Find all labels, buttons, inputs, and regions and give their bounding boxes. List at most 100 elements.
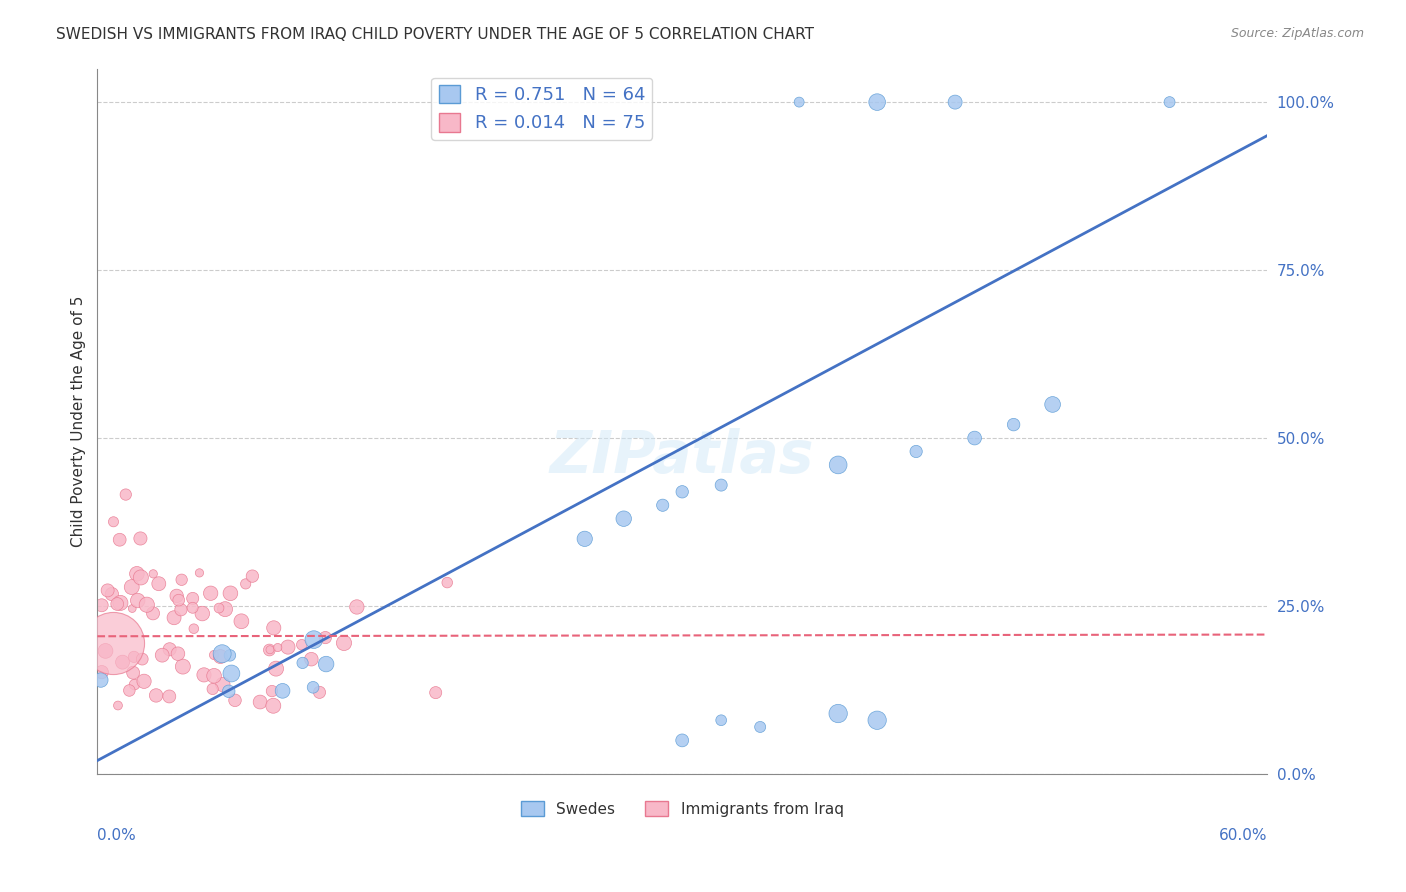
Point xyxy=(267,640,290,655)
Point xyxy=(163,611,186,625)
Text: Source: ZipAtlas.com: Source: ZipAtlas.com xyxy=(1230,27,1364,40)
Point xyxy=(90,665,112,680)
Point xyxy=(291,656,314,670)
Point xyxy=(129,570,152,584)
Point xyxy=(122,665,145,680)
Point xyxy=(122,649,145,664)
Point xyxy=(121,601,143,615)
Point xyxy=(259,642,281,657)
Point xyxy=(219,586,242,600)
Point xyxy=(142,607,165,621)
Point xyxy=(132,674,155,689)
Point xyxy=(114,487,136,501)
Point xyxy=(314,631,336,645)
Point xyxy=(299,652,322,666)
Text: ZIPatlas: ZIPatlas xyxy=(550,428,814,485)
Point xyxy=(242,569,264,583)
Point xyxy=(107,698,129,713)
Point xyxy=(827,458,849,472)
Point xyxy=(211,647,233,661)
Point xyxy=(264,662,287,676)
Point xyxy=(346,599,368,614)
Point xyxy=(651,498,673,512)
Point xyxy=(302,681,325,695)
Point xyxy=(224,693,246,707)
Point xyxy=(172,659,194,673)
Point xyxy=(425,685,447,699)
Point xyxy=(231,614,253,628)
Point xyxy=(315,657,337,671)
Point xyxy=(271,683,294,698)
Point xyxy=(101,636,124,650)
Point xyxy=(157,690,180,704)
Point xyxy=(302,632,325,647)
Point xyxy=(127,593,149,607)
Point xyxy=(333,636,356,650)
Point xyxy=(103,515,125,529)
Point xyxy=(214,602,236,616)
Text: SWEDISH VS IMMIGRANTS FROM IRAQ CHILD POVERTY UNDER THE AGE OF 5 CORRELATION CHA: SWEDISH VS IMMIGRANTS FROM IRAQ CHILD PO… xyxy=(56,27,814,42)
Point xyxy=(90,673,112,687)
Point xyxy=(131,652,153,666)
Point xyxy=(142,566,165,581)
Point xyxy=(218,684,240,698)
Point xyxy=(105,597,128,611)
Point xyxy=(1159,95,1181,109)
Point xyxy=(191,607,214,621)
Point xyxy=(170,573,193,587)
Point xyxy=(827,706,849,721)
Point xyxy=(277,640,299,654)
Point xyxy=(202,669,225,683)
Point xyxy=(150,648,173,662)
Point xyxy=(90,599,112,613)
Legend: Swedes, Immigrants from Iraq: Swedes, Immigrants from Iraq xyxy=(515,795,849,822)
Point xyxy=(183,622,205,636)
Point xyxy=(145,689,167,703)
Text: 0.0%: 0.0% xyxy=(97,828,136,843)
Point xyxy=(1002,417,1025,432)
Point xyxy=(671,733,693,747)
Point xyxy=(201,681,224,696)
Point xyxy=(97,583,120,598)
Point xyxy=(124,677,146,691)
Point xyxy=(905,444,928,458)
Point xyxy=(193,668,215,682)
Point xyxy=(188,566,211,580)
Point xyxy=(943,95,966,109)
Point xyxy=(148,576,170,591)
Point xyxy=(263,621,285,635)
Point xyxy=(118,683,141,698)
Point xyxy=(101,587,124,601)
Point xyxy=(671,484,693,499)
Point xyxy=(574,532,596,546)
Point xyxy=(94,644,117,658)
Point xyxy=(167,647,190,661)
Point xyxy=(308,685,330,699)
Point xyxy=(181,591,204,606)
Point xyxy=(129,532,152,546)
Point xyxy=(710,713,733,727)
Point xyxy=(181,600,204,615)
Point xyxy=(202,648,225,662)
Point xyxy=(710,478,733,492)
Point xyxy=(110,596,132,610)
Point xyxy=(211,677,233,691)
Point xyxy=(111,655,134,669)
Point xyxy=(159,642,181,657)
Point xyxy=(749,720,772,734)
Point xyxy=(291,638,314,652)
Point xyxy=(209,649,232,664)
Point xyxy=(166,589,188,603)
Point xyxy=(249,695,271,709)
Point xyxy=(121,580,143,594)
Point xyxy=(170,603,193,617)
Text: 60.0%: 60.0% xyxy=(1219,828,1267,843)
Point xyxy=(221,666,243,681)
Point xyxy=(235,577,257,591)
Point xyxy=(436,575,458,590)
Point xyxy=(125,566,148,581)
Point xyxy=(260,684,283,698)
Point xyxy=(208,601,231,615)
Point xyxy=(219,648,242,663)
Point xyxy=(787,95,810,109)
